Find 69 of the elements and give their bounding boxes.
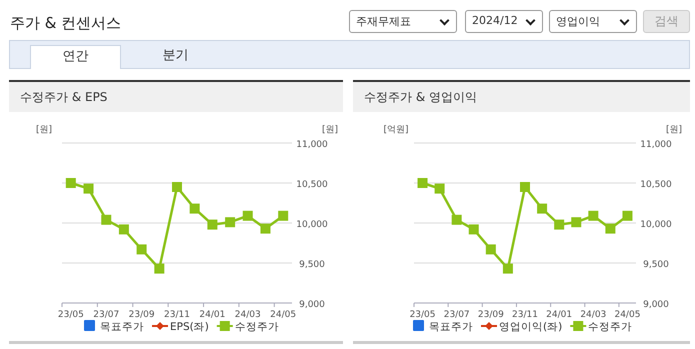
point: [84, 184, 94, 194]
point: [154, 264, 164, 274]
point: [571, 217, 582, 228]
point: [452, 214, 462, 225]
text: 연간: [30, 45, 121, 69]
point: [242, 210, 253, 221]
legend-label: 목표주가: [429, 321, 473, 333]
x-tick-label: 23/05: [410, 310, 436, 320]
x-tick-label: 23/07: [444, 310, 470, 320]
legend-label: EPS(좌): [170, 321, 209, 333]
point: [136, 244, 147, 254]
x-tick-label: 24/01: [199, 310, 226, 320]
y2-tick-label: 9,500: [299, 260, 326, 270]
x-tick-label: 24/01: [546, 310, 572, 320]
text: 검색: [643, 10, 690, 33]
x-tick-label: 24/03: [580, 310, 606, 320]
point: [172, 182, 182, 192]
point: [502, 264, 513, 274]
point: [622, 210, 632, 221]
y2-tick-label: 10,500: [640, 180, 672, 190]
y2-axis-title: [원]: [666, 125, 682, 135]
x-tick-label: 23/11: [512, 310, 538, 320]
point: [486, 244, 496, 254]
legend-label: 영업이익(좌): [499, 321, 562, 333]
point: [101, 214, 112, 225]
text: 2024/12: [465, 10, 543, 33]
y2-tick-label: 10,500: [296, 180, 328, 190]
chart-title: 수정주가 & EPS: [9, 80, 343, 112]
point: [537, 204, 548, 214]
text: 주재무제표: [349, 10, 457, 33]
point: [434, 184, 445, 194]
point: [605, 224, 616, 234]
legend-label: 수정주가: [588, 321, 632, 333]
point: [207, 220, 218, 230]
y2-tick-label: 9,000: [299, 300, 326, 310]
y2-axis-title: [원]: [322, 125, 338, 135]
y2-tick-label: 10,000: [296, 220, 328, 230]
text: 분기: [162, 47, 190, 65]
point: [554, 220, 564, 230]
point: [66, 178, 76, 188]
text: 주가 & 컨센서스: [10, 14, 122, 34]
y-axis-title: [원]: [36, 125, 52, 135]
point: [225, 217, 236, 228]
x-tick-label: 24/05: [614, 310, 640, 320]
legend-label: 수정주가: [234, 321, 279, 333]
y2-tick-label: 11,000: [640, 140, 672, 150]
point: [588, 210, 598, 221]
point: [468, 224, 479, 234]
point: [418, 178, 428, 188]
x-tick-label: 23/11: [164, 310, 190, 320]
x-tick-label: 23/05: [58, 310, 84, 320]
x-tick-label: 24/05: [270, 310, 296, 320]
y-axis-title: [억원]: [383, 125, 409, 135]
x-tick-label: 23/07: [93, 310, 120, 320]
text: 영업이익: [549, 10, 637, 33]
point: [190, 204, 200, 214]
y2-tick-label: 10,000: [640, 220, 672, 230]
y2-tick-label: 9,500: [643, 260, 670, 270]
point: [278, 210, 288, 221]
point: [520, 182, 530, 192]
point: [118, 224, 129, 234]
point: [260, 224, 270, 234]
x-tick-label: 23/09: [478, 310, 504, 320]
y2-tick-label: 11,000: [296, 140, 328, 150]
y2-tick-label: 9,000: [643, 300, 670, 310]
x-tick-label: 24/03: [234, 310, 261, 320]
legend-label: 목표주가: [100, 321, 144, 333]
chart-title: 수정주가 & 영업이익: [353, 80, 690, 112]
x-tick-label: 23/09: [128, 310, 155, 320]
